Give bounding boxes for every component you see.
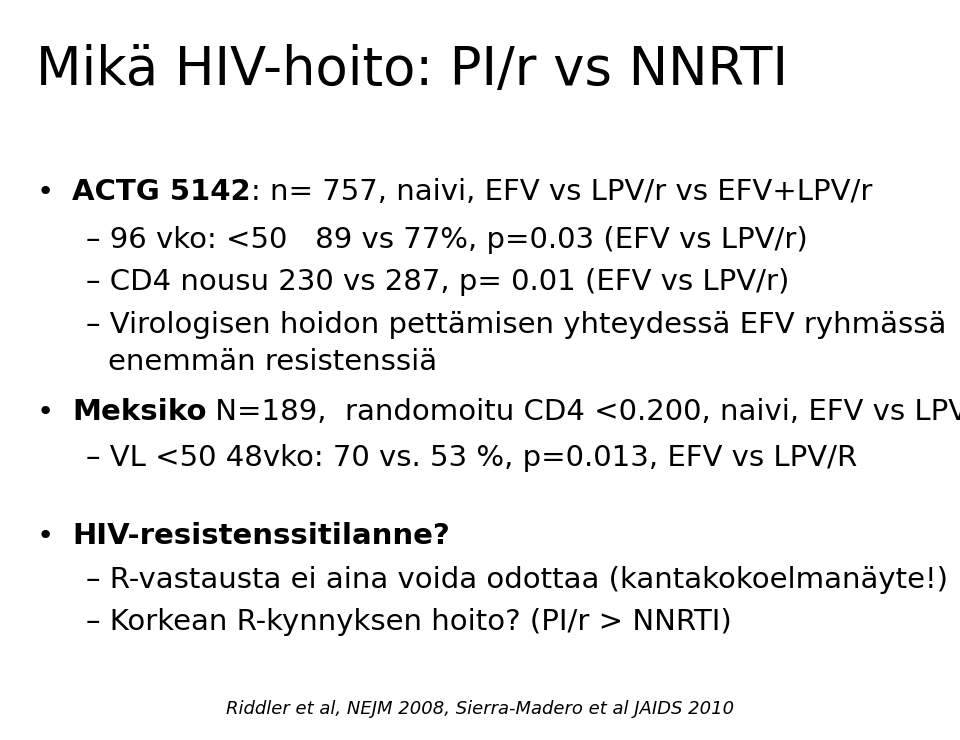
Text: Mikä HIV-hoito: PI/r vs NNRTI: Mikä HIV-hoito: PI/r vs NNRTI: [36, 44, 788, 96]
Text: •: •: [36, 398, 54, 426]
Text: ACTG 5142: ACTG 5142: [72, 178, 251, 206]
Text: enemmän resistenssiä: enemmän resistenssiä: [108, 348, 438, 376]
Text: – Korkean R-kynnyksen hoito? (PI/r > NNRTI): – Korkean R-kynnyksen hoito? (PI/r > NNR…: [86, 608, 732, 636]
Text: – Virologisen hoidon pettämisen yhteydessä EFV ryhmässä: – Virologisen hoidon pettämisen yhteydes…: [86, 311, 947, 339]
Text: – VL <50 48vko: 70 vs. 53 %, p=0.013, EFV vs LPV/R: – VL <50 48vko: 70 vs. 53 %, p=0.013, EF…: [86, 444, 857, 472]
Text: Meksiko: Meksiko: [72, 398, 206, 426]
Text: – CD4 nousu 230 vs 287, p= 0.01 (EFV vs LPV/r): – CD4 nousu 230 vs 287, p= 0.01 (EFV vs …: [86, 268, 790, 296]
Text: Riddler et al, NEJM 2008, Sierra-Madero et al JAIDS 2010: Riddler et al, NEJM 2008, Sierra-Madero …: [226, 700, 734, 718]
Text: •: •: [36, 522, 54, 550]
Text: : n= 757, naivi, EFV vs LPV/r vs EFV+LPV/r: : n= 757, naivi, EFV vs LPV/r vs EFV+LPV…: [251, 178, 872, 206]
Text: •: •: [36, 178, 54, 206]
Text: N=189,  randomoitu CD4 <0.200, naivi, EFV vs LPV/R: N=189, randomoitu CD4 <0.200, naivi, EFV…: [206, 398, 960, 426]
Text: HIV-resistenssitilanne?: HIV-resistenssitilanne?: [72, 522, 449, 550]
Text: – 96 vko: <50   89 vs 77%, p=0.03 (EFV vs LPV/r): – 96 vko: <50 89 vs 77%, p=0.03 (EFV vs …: [86, 226, 808, 254]
Text: – R-vastausta ei aina voida odottaa (kantakokoelmanäyte!): – R-vastausta ei aina voida odottaa (kan…: [86, 566, 948, 594]
